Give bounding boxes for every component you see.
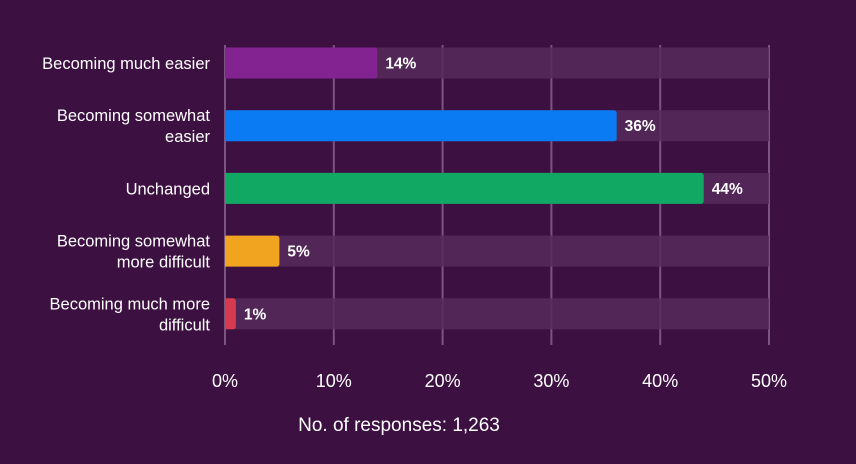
bar	[225, 110, 617, 142]
category-label: Becoming somewhat more difficult	[57, 233, 211, 272]
bars	[225, 47, 704, 330]
category-label-line: difficult	[159, 316, 210, 334]
category-label: Unchanged	[126, 180, 210, 198]
x-tick-label: 30%	[533, 371, 569, 391]
category-label-line: easier	[165, 128, 210, 146]
bar-track	[225, 235, 769, 267]
category-label: Becoming somewhat easier	[57, 107, 211, 146]
x-tick-label: 20%	[425, 371, 461, 391]
data-label: 14%	[385, 56, 416, 73]
labels: 0% 10% 20% 30% 40% 50% 14% Becoming much easier…	[42, 55, 787, 391]
category-label-line: Becoming somewhat	[57, 107, 211, 125]
bar	[225, 235, 280, 267]
x-tick-label: 10%	[316, 371, 352, 391]
x-tick-label: 0%	[212, 371, 238, 391]
category-label-line: more difficult	[117, 254, 211, 272]
bar	[225, 298, 236, 330]
category-label-line: Becoming somewhat	[57, 233, 211, 251]
data-label: 44%	[712, 181, 743, 198]
bar-track	[225, 298, 769, 330]
x-tick-label: 50%	[751, 371, 787, 391]
data-label: 5%	[287, 244, 310, 261]
data-label: 1%	[244, 306, 267, 323]
data-label: 36%	[625, 118, 656, 135]
category-label-line: Becoming much more	[50, 295, 210, 313]
category-label-line: Becoming much easier	[42, 55, 210, 73]
category-label-line: Unchanged	[126, 180, 210, 198]
category-label: Becoming much easier	[42, 55, 210, 73]
category-label: Becoming much more difficult	[50, 295, 211, 334]
response-count-note: No. of responses: 1,263	[298, 415, 500, 436]
bar	[225, 172, 704, 204]
x-tick-label: 40%	[642, 371, 678, 391]
bar	[225, 47, 378, 79]
